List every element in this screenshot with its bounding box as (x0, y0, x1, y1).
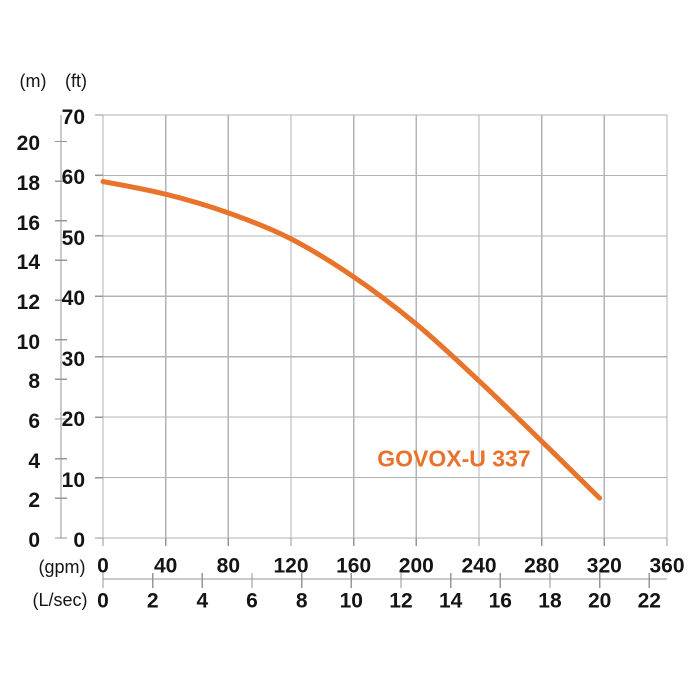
lsec-tick-label: 10 (339, 589, 363, 613)
pump-curve (100, 179, 603, 501)
gpm-tick-label: 200 (398, 554, 434, 578)
gpm-tick-label: 160 (336, 554, 372, 578)
m-tick-label: 14 (16, 251, 40, 275)
lsec-tick-label: 20 (587, 589, 612, 613)
gpm-tick-label: 360 (649, 554, 685, 578)
m-tick-label: 0 (28, 529, 40, 552)
x-axis-gpm-unit-label: (gpm) (38, 557, 86, 577)
lsec-tick-label: 12 (389, 589, 413, 613)
ft-tick-label: 10 (61, 468, 85, 492)
lsec-tick-label: 4 (196, 589, 209, 613)
m-tick-label: 6 (28, 410, 40, 434)
gpm-tick-label: 120 (273, 554, 309, 578)
lsec-tick-label: 2 (146, 589, 159, 613)
m-tick-label: 18 (16, 172, 40, 196)
gpm-tick-label: 80 (216, 554, 241, 578)
gpm-tick-label: 0 (97, 554, 109, 578)
lsec-tick-label: 6 (246, 589, 258, 613)
ft-tick-label: 30 (61, 347, 85, 371)
m-tick-label: 2 (28, 489, 40, 513)
y-axis-feet-unit-label: (ft) (65, 71, 87, 91)
series-name-annotation: GOVOX-U 337 (377, 445, 531, 472)
lsec-tick-label: 16 (488, 589, 512, 613)
ft-tick-label: 0 (73, 529, 85, 552)
lsec-tick-label: 14 (438, 589, 463, 613)
lsec-tick-label: 22 (637, 589, 661, 613)
ft-tick-label: 20 (61, 408, 85, 432)
lsec-tick-label: 0 (97, 589, 109, 613)
m-tick-label: 20 (16, 132, 40, 156)
ft-tick-label: 50 (61, 226, 85, 250)
gpm-tick-label: 240 (461, 554, 497, 578)
m-tick-label: 12 (16, 291, 40, 315)
gpm-tick-label: 320 (586, 554, 622, 578)
m-tick-label: 16 (16, 211, 40, 235)
m-tick-label: 10 (16, 330, 40, 354)
m-tick-label: 8 (28, 370, 40, 394)
gpm-tick-label: 280 (524, 554, 560, 578)
ft-tick-label: 70 (61, 106, 85, 129)
lsec-tick-label: 18 (538, 589, 562, 613)
m-tick-label: 4 (28, 449, 40, 473)
gpm-tick-label: 40 (153, 554, 178, 578)
ft-tick-label: 60 (61, 166, 85, 190)
ft-tick-label: 40 (61, 287, 85, 311)
x-axis-lsec-unit-label: (L/sec) (32, 590, 88, 610)
lsec-tick-label: 8 (295, 589, 308, 613)
y-axis-meters-unit-label: (m) (19, 71, 47, 91)
